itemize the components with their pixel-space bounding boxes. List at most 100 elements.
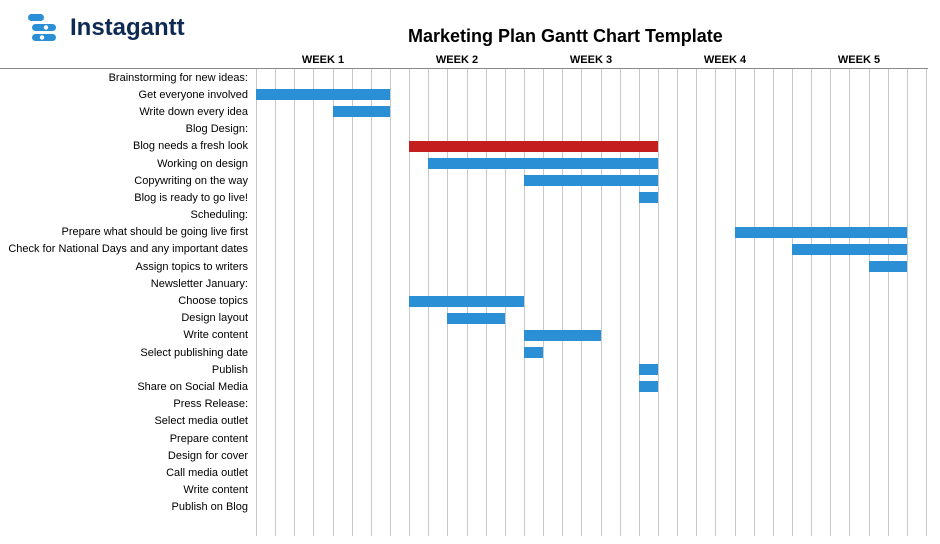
gantt-row: Get everyone involved (0, 86, 928, 103)
gantt-row: Select publishing date (0, 344, 928, 361)
gantt-bar (524, 330, 601, 341)
task-label: Select media outlet (0, 415, 256, 427)
week-label: WEEK 3 (566, 54, 616, 66)
gantt-row: Blog is ready to go live! (0, 189, 928, 206)
gantt-bar-area (256, 207, 928, 224)
gantt-bar-area (256, 499, 928, 516)
gantt-row: Prepare content (0, 430, 928, 447)
task-label: Share on Social Media (0, 381, 256, 393)
gantt-bar-area (256, 241, 928, 258)
gantt-row: Newsletter January: (0, 275, 928, 292)
gantt-bar-area (256, 464, 928, 481)
task-label: Press Release: (0, 398, 256, 410)
gantt-row: Write content (0, 482, 928, 499)
task-label: Get everyone involved (0, 89, 256, 101)
header: Instagantt Marketing Plan Gantt Chart Te… (0, 0, 940, 48)
gantt-row: Assign topics to writers (0, 258, 928, 275)
gantt-row: Blog needs a fresh look (0, 138, 928, 155)
task-label: Assign topics to writers (0, 261, 256, 273)
gantt-bar-area (256, 138, 928, 155)
week-label: WEEK 2 (432, 54, 482, 66)
task-label: Blog needs a fresh look (0, 140, 256, 152)
gantt-row: Publish on Blog (0, 499, 928, 516)
gantt-bar (639, 364, 658, 375)
brand-logo: Instagantt (28, 14, 228, 42)
task-label: Working on design (0, 158, 256, 170)
gantt-bar-area (256, 344, 928, 361)
week-label: WEEK 1 (298, 54, 348, 66)
gantt-bar-area (256, 189, 928, 206)
task-label: Scheduling: (0, 209, 256, 221)
task-label: Design for cover (0, 450, 256, 462)
gantt-bar (409, 296, 524, 307)
gantt-bar-area (256, 378, 928, 395)
gantt-bar-area (256, 155, 928, 172)
task-label: Write content (0, 329, 256, 341)
gantt-bar-area (256, 396, 928, 413)
gantt-bar (256, 89, 390, 100)
task-label: Copywriting on the way (0, 175, 256, 187)
gantt-bar-area (256, 447, 928, 464)
gantt-bar-area (256, 275, 928, 292)
gantt-row: Brainstorming for new ideas: (0, 69, 928, 86)
task-label: Write down every idea (0, 106, 256, 118)
gantt-bar (735, 227, 907, 238)
gantt-chart: Brainstorming for new ideas: Get everyone… (0, 68, 928, 536)
task-label: Publish on Blog (0, 501, 256, 513)
gantt-bar-area (256, 413, 928, 430)
gantt-bar (524, 175, 658, 186)
task-label: Brainstorming for new ideas: (0, 72, 256, 84)
gantt-bar (524, 347, 543, 358)
gantt-bar (792, 244, 907, 255)
gantt-row: Design for cover (0, 447, 928, 464)
gantt-bar-area (256, 482, 928, 499)
task-label: Newsletter January: (0, 278, 256, 290)
gantt-bar (639, 192, 658, 203)
logo-icon (28, 14, 60, 42)
task-label: Choose topics (0, 295, 256, 307)
task-label: Design layout (0, 312, 256, 324)
gantt-row: Blog Design: (0, 121, 928, 138)
task-label: Check for National Days and any importan… (0, 243, 256, 255)
gantt-bar (333, 106, 390, 117)
gantt-row: Prepare what should be going live first (0, 224, 928, 241)
gantt-row: Check for National Days and any importan… (0, 241, 928, 258)
week-label: WEEK 4 (700, 54, 750, 66)
gantt-bar-area (256, 69, 928, 86)
gantt-row: Write content (0, 327, 928, 344)
chart-title: Marketing Plan Gantt Chart Template (408, 26, 723, 47)
gantt-bar-area (256, 224, 928, 241)
gantt-bar-area (256, 361, 928, 378)
gantt-bar (428, 158, 658, 169)
gantt-bar (869, 261, 907, 272)
gantt-bar-area (256, 292, 928, 309)
task-label: Prepare content (0, 433, 256, 445)
task-label: Blog is ready to go live! (0, 192, 256, 204)
gantt-row: Select media outlet (0, 413, 928, 430)
gantt-bar-area (256, 86, 928, 103)
gantt-row: Copywriting on the way (0, 172, 928, 189)
task-label: Publish (0, 364, 256, 376)
task-label: Prepare what should be going live first (0, 226, 256, 238)
task-label: Select publishing date (0, 347, 256, 359)
brand-name: Instagantt (70, 14, 185, 42)
gantt-row: Working on design (0, 155, 928, 172)
gantt-row: Write down every idea (0, 103, 928, 120)
gantt-bar-area (256, 310, 928, 327)
gantt-row: Publish (0, 361, 928, 378)
gantt-row: Share on Social Media (0, 378, 928, 395)
gantt-bar-area (256, 430, 928, 447)
gantt-rows: Brainstorming for new ideas: Get everyone… (0, 69, 928, 516)
gantt-row: Design layout (0, 310, 928, 327)
task-label: Blog Design: (0, 123, 256, 135)
gantt-row: Call media outlet (0, 464, 928, 481)
gantt-bar-area (256, 258, 928, 275)
gantt-row: Choose topics (0, 292, 928, 309)
gantt-row: Scheduling: (0, 207, 928, 224)
gantt-bar-area (256, 172, 928, 189)
gantt-bar (447, 313, 504, 324)
task-label: Call media outlet (0, 467, 256, 479)
gantt-bar (409, 141, 658, 152)
gantt-bar-area (256, 327, 928, 344)
gantt-bar-area (256, 121, 928, 138)
